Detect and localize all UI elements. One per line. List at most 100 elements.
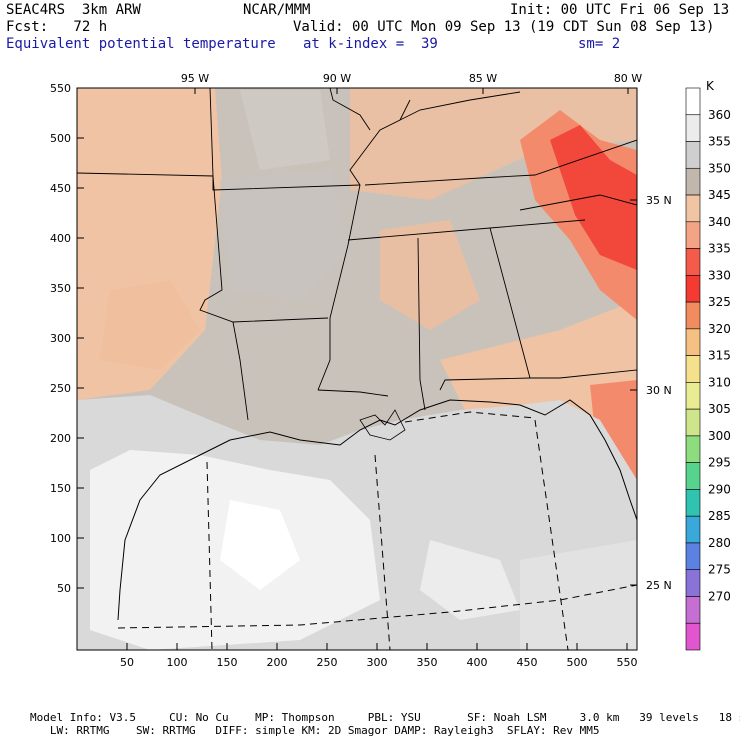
- legend-swatch: [685, 248, 701, 276]
- y-tick-label: 350: [50, 282, 71, 295]
- gulf-coastline: [117, 399, 637, 621]
- y-tick-label: 200: [50, 432, 71, 445]
- legend-level-label: 330: [708, 268, 731, 282]
- legend-swatch: [685, 596, 701, 624]
- y-tick-label: 400: [50, 232, 71, 245]
- legend-level-label: 315: [708, 349, 731, 363]
- latitude-label: 25 N: [646, 579, 672, 592]
- y-tick-label: 300: [50, 332, 71, 345]
- y-tick-label: 450: [50, 182, 71, 195]
- legend-level-label: 320: [708, 322, 731, 336]
- longitude-label: 80 W: [614, 72, 642, 85]
- model-title: SEAC4RS 3km ARW: [6, 2, 141, 18]
- southeast-gulf: [520, 540, 637, 650]
- legend-level-label: 280: [708, 536, 731, 550]
- arkansas-gray-patch: [220, 170, 350, 300]
- legend-swatch: [685, 515, 701, 544]
- eastern-gulf-light: [420, 540, 520, 620]
- level-label: at k-index = 39: [303, 36, 438, 52]
- footer-line-1: Model Info: V3.5 CU: No Cu MP: Thompson …: [30, 711, 740, 724]
- color-legend: K 360 355 350 345 340 335 330 325 320 315 310 305 300…: [685, 79, 731, 651]
- legend-level-label: 355: [708, 135, 731, 149]
- x-tick-label: 100: [167, 656, 188, 669]
- legend-level-label: 295: [708, 456, 731, 470]
- x-tick-label: 200: [267, 656, 288, 669]
- latitude-label: 35 N: [646, 194, 672, 207]
- x-axis-ticks: 50 100 150 200 250 300 350 400 450 500 550: [120, 643, 638, 669]
- longitude-label: 90 W: [323, 72, 351, 85]
- init-time: Init: 00 UTC Fri 06 Sep 13: [510, 2, 730, 18]
- legend-level-label: 345: [708, 188, 731, 202]
- latitude-labels: 35 N 30 N 25 N: [630, 194, 672, 592]
- legend-swatch: [685, 275, 701, 303]
- legend-swatch: [685, 141, 701, 169]
- longitude-label: 95 W: [181, 72, 209, 85]
- inland-warm-patch: [380, 220, 480, 330]
- legend-swatch: [685, 435, 701, 463]
- legend-level-label: 360: [708, 108, 731, 122]
- legend-swatch: [685, 328, 701, 356]
- legend-level-label: 305: [708, 402, 731, 416]
- map-field: [77, 88, 637, 650]
- x-tick-label: 150: [217, 656, 238, 669]
- legend-swatch: [685, 489, 701, 517]
- latitude-label: 30 N: [646, 384, 672, 397]
- legend-level-label: 270: [708, 589, 731, 603]
- x-tick-label: 350: [417, 656, 438, 669]
- legend-level-label: 285: [708, 509, 731, 523]
- x-tick-label: 400: [467, 656, 488, 669]
- legend-swatch: [685, 569, 701, 597]
- legend-level-label: 310: [708, 375, 731, 389]
- x-tick-label: 300: [367, 656, 388, 669]
- map-frame: [76, 87, 638, 651]
- y-tick-label: 500: [50, 132, 71, 145]
- legend-swatch: [685, 382, 701, 410]
- legend-swatch: [685, 87, 701, 116]
- legend-level-label: 325: [708, 295, 731, 309]
- legend-swatch: [685, 462, 701, 490]
- field-name: Equivalent potential temperature: [6, 36, 276, 52]
- legend-level-label: 340: [708, 215, 731, 229]
- footer-line-2: LW: RRTMG SW: RRTMG DIFF: simple KM: 2D …: [30, 724, 600, 737]
- longitude-label: 85 W: [469, 72, 497, 85]
- gulf-white-patch: [220, 500, 300, 590]
- x-tick-label: 450: [517, 656, 538, 669]
- legend-swatch: [685, 167, 701, 196]
- legend-swatch: [685, 221, 701, 249]
- legend-swatch: [685, 622, 701, 651]
- ozark-gray-patch: [240, 90, 330, 170]
- y-axis-ticks: 50 100 150 200 250 300 350 400 450 500 550: [50, 82, 84, 595]
- longitude-labels: 95 W 90 W 85 W 80 W: [181, 72, 642, 94]
- y-tick-label: 550: [50, 82, 71, 95]
- texas-warm-patch: [100, 280, 200, 370]
- mississippi-delta: [359, 409, 406, 441]
- y-tick-label: 150: [50, 482, 71, 495]
- y-tick-label: 250: [50, 382, 71, 395]
- state-borders: [77, 88, 637, 421]
- legend-swatch: [685, 542, 701, 571]
- y-tick-label: 50: [57, 582, 71, 595]
- y-tick-label: 100: [50, 532, 71, 545]
- legend-level-label: 300: [708, 429, 731, 443]
- legend-level-label: 290: [708, 482, 731, 496]
- legend-level-label: 335: [708, 242, 731, 256]
- smoothing-label: sm= 2: [578, 36, 621, 52]
- forecast-hour: Fcst: 72 h: [6, 19, 108, 35]
- x-tick-label: 50: [120, 656, 134, 669]
- legend-level-label: 350: [708, 161, 731, 175]
- legend-unit: K: [706, 79, 715, 93]
- x-tick-label: 250: [317, 656, 338, 669]
- legend-swatch: [685, 301, 701, 330]
- legend-swatch: [685, 408, 701, 437]
- graticule: [117, 411, 637, 650]
- legend-swatch: [685, 114, 701, 142]
- legend-swatch: [685, 194, 701, 223]
- legend-level-label: 275: [708, 563, 731, 577]
- x-tick-label: 550: [617, 656, 638, 669]
- legend-swatch: [685, 355, 701, 383]
- organization-label: NCAR/MMM: [243, 2, 311, 18]
- x-tick-label: 500: [567, 656, 588, 669]
- valid-time: Valid: 00 UTC Mon 09 Sep 13 (19 CDT Sun …: [293, 19, 715, 35]
- appalachian-hot-zone: [550, 125, 637, 270]
